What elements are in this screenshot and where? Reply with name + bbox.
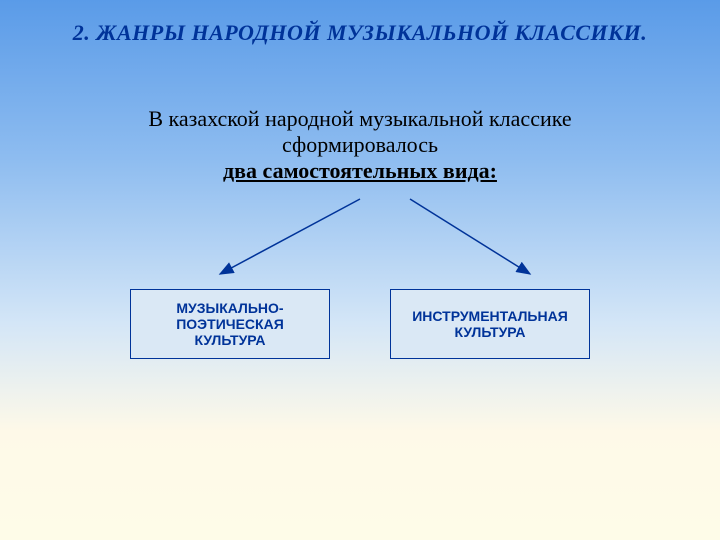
- box-instrumental: ИНСТРУМЕНТАЛЬНАЯ КУЛЬТУРА: [390, 289, 590, 359]
- box-left-label: МУЗЫКАЛЬНО-ПОЭТИЧЕСКАЯ КУЛЬТУРА: [143, 300, 317, 348]
- slide-content: 2. ЖАНРЫ НАРОДНОЙ МУЗЫКАЛЬНОЙ КЛАССИКИ. …: [0, 0, 720, 540]
- body-line-1: В казахской народной музыкальной классик…: [40, 106, 680, 132]
- body-text: В казахской народной музыкальной классик…: [40, 106, 680, 184]
- slide-title: 2. ЖАНРЫ НАРОДНОЙ МУЗЫКАЛЬНОЙ КЛАССИКИ.: [40, 20, 680, 46]
- arrow-left: [220, 199, 360, 274]
- boxes-container: МУЗЫКАЛЬНО-ПОЭТИЧЕСКАЯ КУЛЬТУРА ИНСТРУМЕ…: [40, 289, 680, 359]
- box-musical-poetic: МУЗЫКАЛЬНО-ПОЭТИЧЕСКАЯ КУЛЬТУРА: [130, 289, 330, 359]
- box-right-label: ИНСТРУМЕНТАЛЬНАЯ КУЛЬТУРА: [403, 308, 577, 340]
- arrows-container: [40, 194, 680, 284]
- body-line-3: два самостоятельных вида:: [40, 158, 680, 184]
- arrows-svg: [40, 194, 680, 284]
- body-line-2: сформировалось: [40, 132, 680, 158]
- arrow-right: [410, 199, 530, 274]
